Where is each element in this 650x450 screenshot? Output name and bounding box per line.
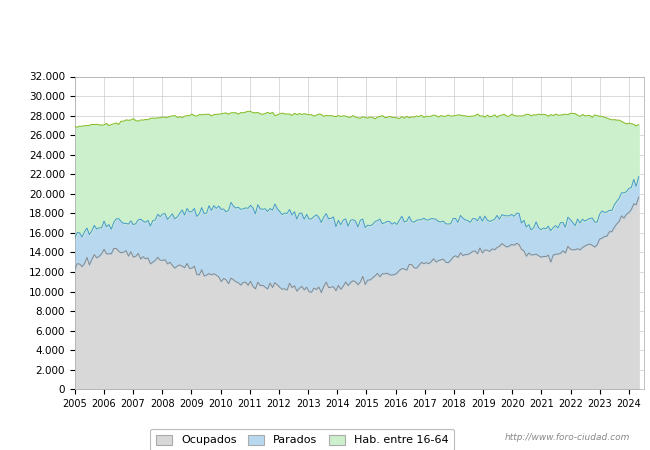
Text: Puerto Real - Evolucion de la poblacion en edad de Trabajar Mayo de 2024: Puerto Real - Evolucion de la poblacion …	[77, 25, 573, 38]
Legend: Ocupados, Parados, Hab. entre 16-64: Ocupados, Parados, Hab. entre 16-64	[150, 429, 454, 450]
Text: http://www.foro-ciudad.com: http://www.foro-ciudad.com	[505, 433, 630, 442]
